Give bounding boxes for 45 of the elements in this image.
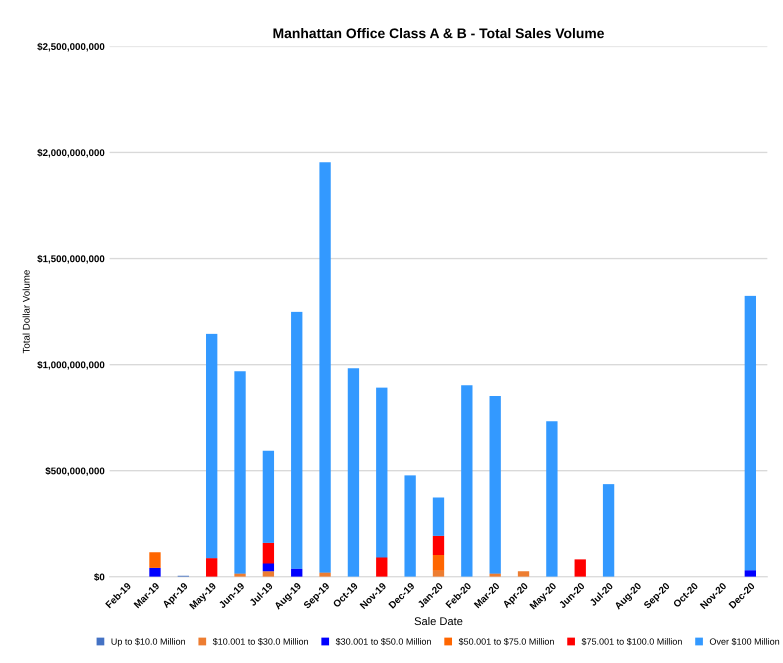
bar (574, 559, 586, 577)
chart-title: Manhattan Office Class A & B - Total Sales Volume (273, 28, 604, 38)
bar (319, 162, 331, 573)
y-tick-label: $2,000,000,000 (37, 148, 104, 158)
y-tick-label: $1,500,000,000 (37, 254, 104, 264)
bar (348, 368, 360, 577)
y-tick-label: $1,000,000,000 (37, 360, 104, 370)
bar (234, 574, 246, 577)
bar (602, 484, 614, 577)
legend-label: $10.001 to $30.0 Million (212, 638, 308, 646)
bar (432, 536, 444, 555)
bar (432, 570, 444, 577)
bar (206, 558, 218, 577)
bar (291, 312, 302, 569)
bar (291, 568, 302, 577)
bar (262, 571, 274, 577)
y-tick-label: $2,500,000,000 (37, 42, 104, 52)
bar (744, 296, 756, 570)
bar (262, 450, 274, 543)
bar (432, 497, 444, 536)
bar (206, 334, 218, 558)
bar (376, 558, 388, 577)
legend-label: $75.001 to $100.0 Million (582, 638, 682, 646)
x-axis-title: Sale Date (414, 616, 462, 626)
bar (262, 563, 274, 572)
bar (546, 421, 558, 577)
legend-label: $50.001 to $75.0 Million (458, 638, 554, 646)
bar (149, 552, 161, 568)
y-axis-title: Total Dollar Volume (22, 270, 30, 354)
bar (149, 568, 161, 577)
bar (461, 385, 472, 577)
legend-label: Over $100 Million (710, 638, 780, 646)
bar (234, 371, 246, 574)
bar (319, 572, 331, 577)
legend-label: Up to $10.0 Million (112, 638, 185, 647)
bar (490, 574, 501, 577)
legend-label: $30.001 to $50.0 Million (336, 638, 431, 646)
y-tick-label: $500,000,000 (45, 467, 104, 476)
bar (376, 388, 388, 558)
bar (490, 396, 501, 574)
y-tick-label: $0 (94, 573, 104, 582)
bar (744, 570, 756, 577)
bar (432, 554, 444, 571)
bar (404, 475, 416, 577)
bar (262, 542, 274, 564)
